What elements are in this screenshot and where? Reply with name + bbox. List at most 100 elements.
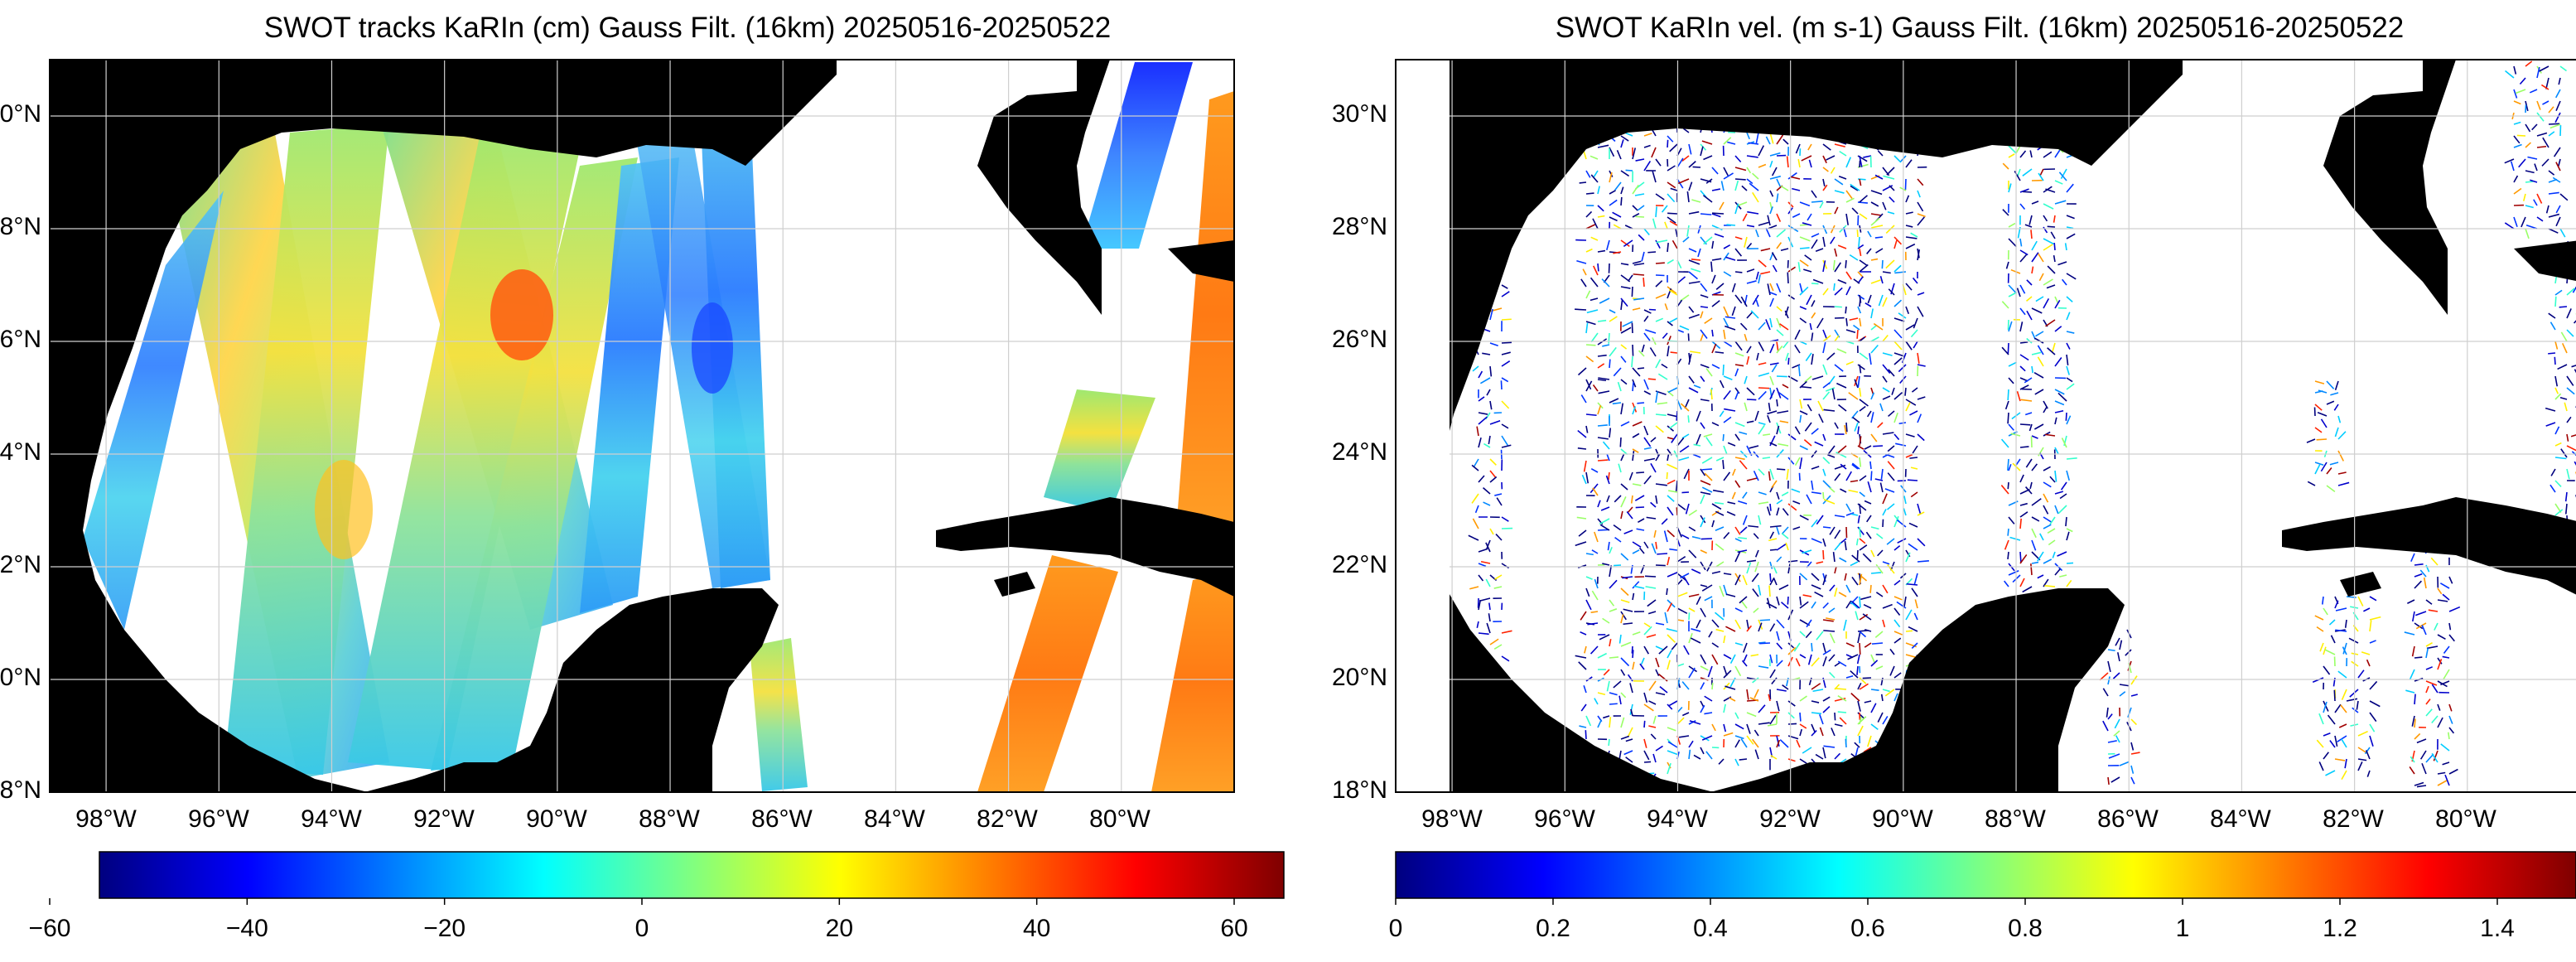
velocity-arrow: [1834, 422, 1839, 429]
velocity-arrow: [1677, 178, 1690, 185]
velocity-arrow: [2369, 700, 2381, 708]
velocity-arrow: [1645, 329, 1657, 334]
velocity-arrow: [1787, 712, 1795, 719]
velocity-arrow: [1594, 698, 1599, 705]
velocity-arrow: [2566, 416, 2572, 423]
velocity-arrow: [2440, 743, 2450, 752]
velocity-arrow: [2043, 578, 2049, 587]
velocity-arrow: [1585, 379, 1592, 390]
velocity-arrow: [1758, 321, 1766, 331]
velocity-arrow: [2052, 342, 2056, 353]
velocity-arrow: [2349, 689, 2359, 698]
velocity-arrow: [1859, 399, 1869, 407]
velocity-arrow: [2548, 228, 2559, 234]
velocity-arrow: [1882, 689, 1890, 693]
velocity-arrow: [1857, 375, 1860, 388]
velocity-arrow: [1758, 704, 1766, 713]
velocity-arrow: [2107, 660, 2111, 673]
velocity-arrow: [1691, 568, 1701, 574]
velocity-arrow: [1831, 728, 1836, 737]
velocity-arrow: [2328, 619, 2336, 626]
velocity-arrow: [1911, 587, 1918, 597]
velocity-arrow: [1811, 480, 1814, 491]
velocity-arrow: [2007, 319, 2009, 331]
velocity-arrow: [1882, 432, 1894, 435]
velocity-arrow: [2404, 631, 2415, 636]
velocity-arrow: [1776, 556, 1782, 563]
velocity-arrow: [2515, 89, 2526, 94]
velocity-arrow: [2334, 758, 2346, 761]
velocity-arrow: [2039, 533, 2044, 541]
velocity-arrow: [1723, 584, 1728, 596]
velocity-arrow: [1771, 364, 1778, 373]
velocity-arrow: [1620, 379, 1628, 385]
velocity-arrow: [2323, 607, 2328, 616]
lat-label-26n: 26°N: [1332, 326, 1387, 353]
velocity-arrow: [1700, 654, 1707, 665]
velocity-arrow: [1729, 654, 1736, 664]
velocity-arrow: [1688, 210, 1700, 215]
velocity-arrow: [1719, 379, 1725, 389]
velocity-arrow: [2549, 321, 2556, 331]
velocity-arrow: [1643, 447, 1652, 450]
velocity-arrow: [1779, 420, 1789, 423]
velocity-arrow: [2031, 307, 2043, 314]
velocity-arrow: [1917, 364, 1926, 367]
isla-juventud: [2340, 572, 2381, 597]
velocity-arrow: [1734, 364, 1744, 367]
velocity-arrow: [2566, 288, 2575, 296]
velocity-arrow: [2425, 685, 2429, 694]
velocity-arrow: [2437, 634, 2446, 641]
velocity-arrow: [2554, 375, 2559, 387]
velocity-arrow: [1746, 355, 1750, 365]
velocity-arrow: [1712, 489, 1725, 493]
velocity-arrow: [1585, 715, 1592, 727]
velocity-arrow: [2025, 458, 2033, 468]
velocity-arrow: [1753, 607, 1759, 613]
velocity-arrow: [2554, 387, 2559, 394]
velocity-arrow: [2043, 431, 2051, 437]
velocity-arrow: [2525, 100, 2529, 112]
velocity-arrow: [1478, 370, 1483, 379]
velocity-arrow: [2513, 143, 2522, 148]
velocity-arrow: [1866, 515, 1872, 523]
velocity-arrow: [1758, 163, 1767, 168]
velocity-arrow: [2112, 672, 2120, 679]
ssh-low-anomaly: [692, 302, 733, 394]
velocity-arrow: [1614, 181, 1622, 191]
velocity-arrow: [1686, 191, 1690, 203]
velocity-arrow: [1912, 445, 1918, 454]
velocity-arrow: [2053, 215, 2056, 223]
lon-label-80w: 80°W: [1089, 805, 1151, 833]
velocity-arrow: [1870, 723, 1879, 731]
velocity-arrow: [1803, 439, 1812, 447]
velocity-arrow: [1594, 578, 1599, 589]
velocity-arrow: [1711, 503, 1722, 510]
velocity-arrow: [1787, 723, 1797, 725]
velocity-arrow: [1744, 375, 1748, 384]
velocity-arrow: [1777, 410, 1789, 414]
velocity-arrow: [2369, 735, 2374, 747]
velocity-arrow: [1489, 458, 1497, 466]
velocity-arrow: [1711, 682, 1714, 690]
velocity-arrow: [1685, 503, 1690, 515]
velocity-arrow: [2060, 168, 2067, 180]
velocity-arrow: [1696, 619, 1701, 629]
velocity-arrow: [1676, 619, 1685, 622]
velocity-arrow: [1748, 525, 1759, 528]
velocity-arrow: [1750, 310, 1759, 319]
velocity-arrow: [2346, 698, 2358, 702]
velocity-arrow: [1746, 735, 1754, 745]
velocity-arrow: [1620, 692, 1627, 699]
velocity-arrow: [1731, 306, 1736, 317]
velocity-arrow: [1769, 297, 1774, 307]
velocity-arrow: [2513, 121, 2521, 125]
velocity-arrow: [2425, 599, 2433, 605]
velocity-arrow: [2437, 657, 2443, 665]
velocity-arrow: [1667, 762, 1672, 775]
swath-6: [431, 157, 638, 771]
velocity-arrow: [1667, 650, 1672, 659]
velocity-arrow: [1620, 614, 1624, 624]
swath-11: [1081, 62, 1193, 249]
velocity-arrow: [1585, 210, 1593, 218]
